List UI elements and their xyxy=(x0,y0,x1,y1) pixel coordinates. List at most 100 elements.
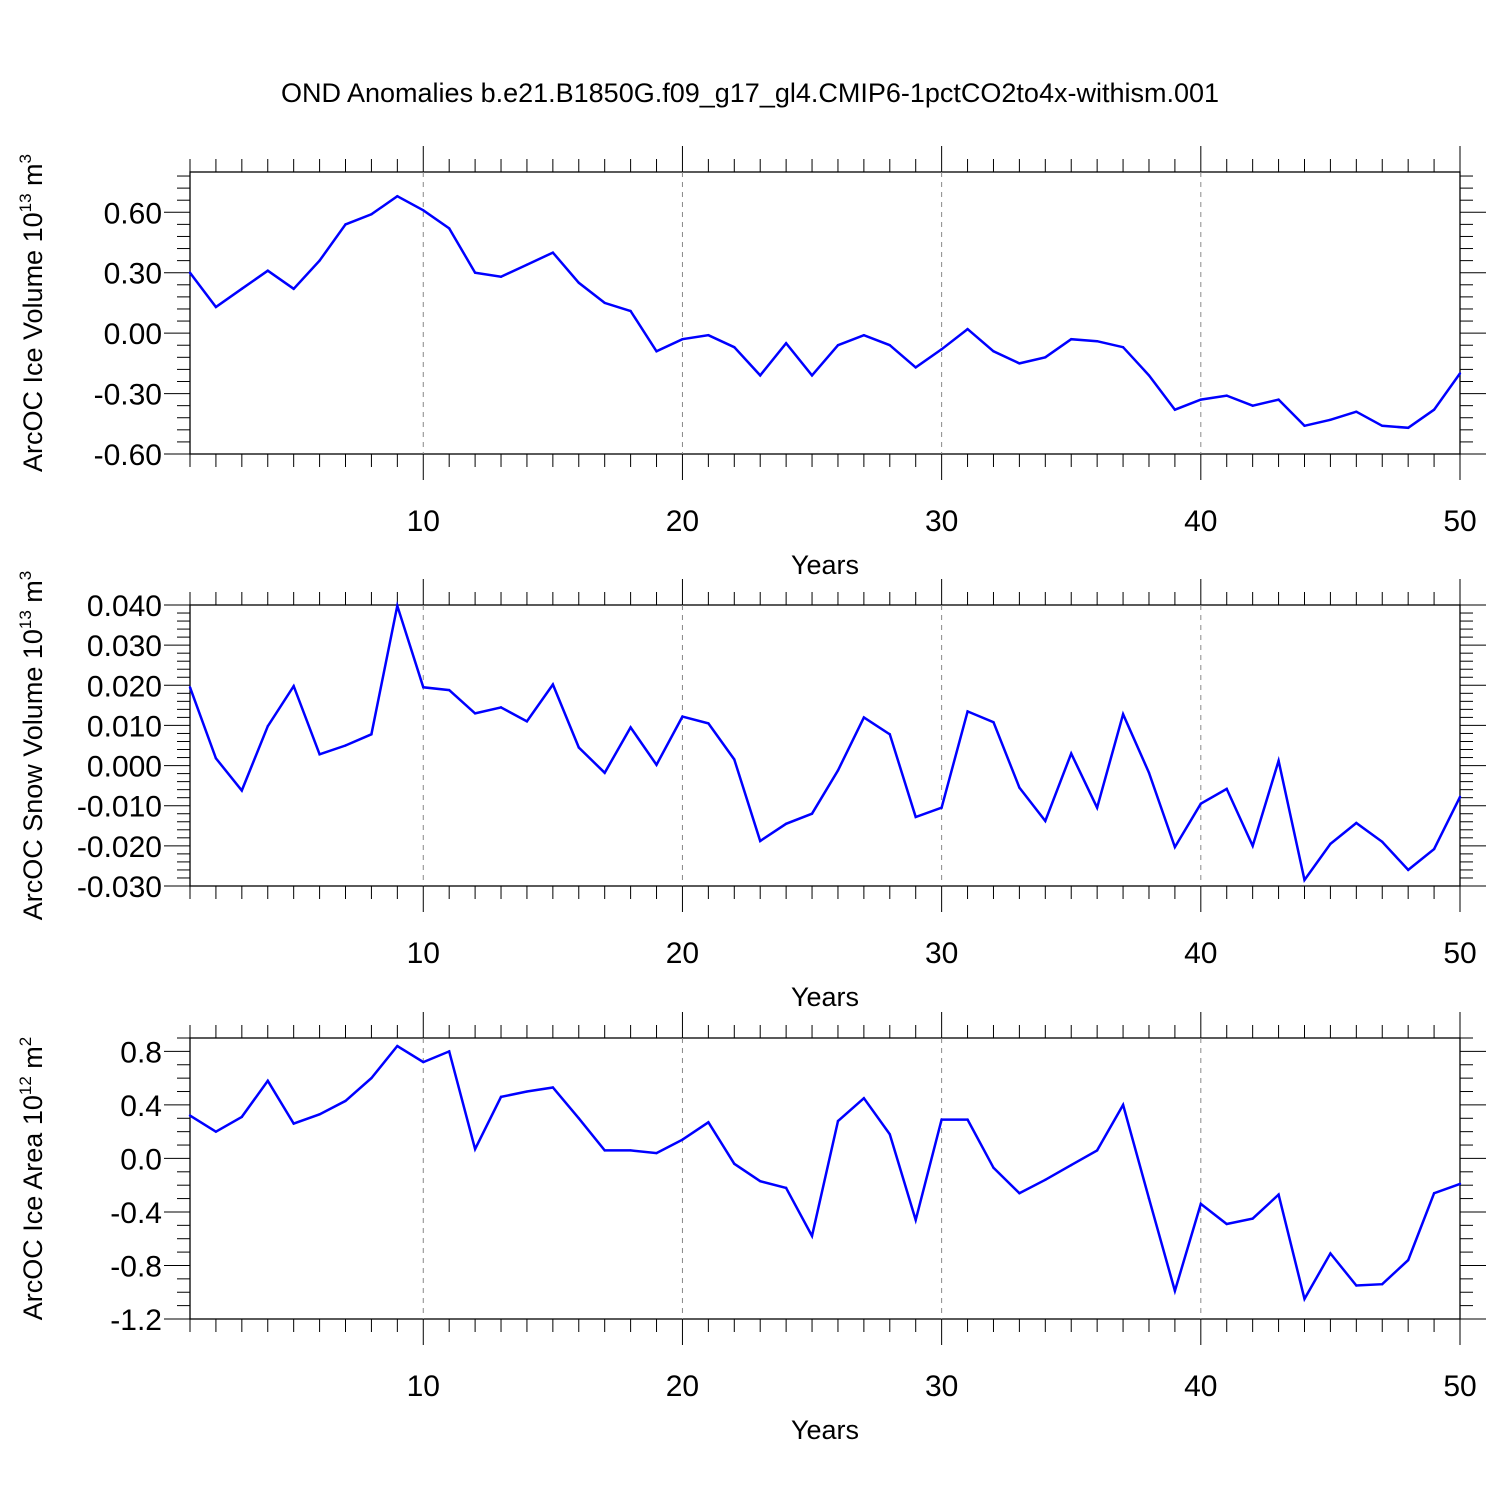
data-point xyxy=(525,720,529,723)
y-tick-label: -0.030 xyxy=(77,871,162,904)
data-point xyxy=(1329,1252,1332,1255)
data-point xyxy=(810,1234,814,1238)
data-point xyxy=(1018,362,1021,365)
data-point xyxy=(1147,374,1151,377)
data-point xyxy=(1018,786,1021,789)
data-point xyxy=(188,686,192,689)
data-point xyxy=(292,684,295,688)
x-tick-label: 20 xyxy=(666,937,699,970)
plot-frame xyxy=(189,171,1461,455)
data-point xyxy=(525,263,529,266)
data-point xyxy=(914,1218,917,1222)
data-series-line xyxy=(189,194,1462,430)
data-point xyxy=(318,259,321,262)
y-tick-label: 0.020 xyxy=(87,670,162,703)
y-tick-label: 0.00 xyxy=(104,318,162,351)
data-point xyxy=(370,213,373,216)
data-point xyxy=(214,1130,218,1133)
data-point xyxy=(966,710,969,713)
data-point xyxy=(1303,1297,1306,1301)
data-point xyxy=(707,722,710,725)
data-point xyxy=(1406,426,1410,430)
data-point xyxy=(1095,806,1099,809)
data-point xyxy=(759,374,762,377)
data-point xyxy=(422,686,425,689)
data-point xyxy=(836,769,840,772)
data-point xyxy=(603,301,606,305)
y-tick-label: 0.040 xyxy=(87,590,162,623)
data-point xyxy=(473,271,477,274)
data-point xyxy=(888,1133,891,1136)
data-point xyxy=(733,346,736,349)
x-tick-label: 10 xyxy=(407,937,440,970)
x-tick-label: 30 xyxy=(925,937,958,970)
data-point xyxy=(499,275,503,278)
data-point xyxy=(396,1044,399,1048)
data-point xyxy=(344,1099,347,1103)
data-point xyxy=(940,806,943,809)
data-point xyxy=(759,1179,762,1183)
data-point xyxy=(1044,1178,1047,1182)
y-tick-label: -0.60 xyxy=(94,439,162,472)
data-point xyxy=(1458,372,1462,375)
data-point xyxy=(1458,795,1462,799)
data-point xyxy=(810,812,814,815)
data-point xyxy=(914,815,917,819)
data-point xyxy=(655,350,658,353)
x-tick-label: 10 xyxy=(407,505,440,538)
y-tick-label: -0.010 xyxy=(77,791,162,824)
data-series-line xyxy=(188,600,1462,884)
y-tick-label: -0.30 xyxy=(94,379,162,412)
data-point xyxy=(1018,1192,1021,1195)
x-tick-label: 20 xyxy=(666,505,699,538)
data-point xyxy=(1147,1197,1151,1200)
data-point xyxy=(836,1119,840,1123)
data-point xyxy=(1432,1192,1436,1195)
data-point xyxy=(681,715,684,718)
data-point xyxy=(1381,840,1384,844)
data-point xyxy=(655,1151,658,1155)
x-tick-label: 10 xyxy=(407,1370,440,1403)
data-point xyxy=(992,350,995,353)
y-tick-label: -0.4 xyxy=(110,1197,162,1230)
data-point xyxy=(1095,1149,1099,1152)
x-axis-title: Years xyxy=(791,550,859,580)
y-tick-label: 0.010 xyxy=(87,710,162,743)
y-tick-label: 0.030 xyxy=(87,630,162,663)
data-point xyxy=(784,1186,788,1190)
data-point xyxy=(1277,1193,1280,1196)
data-point xyxy=(1070,752,1073,755)
data-point xyxy=(1121,1103,1125,1107)
data-point xyxy=(318,753,321,756)
data-point xyxy=(1303,878,1306,882)
x-tick-label: 30 xyxy=(925,505,958,538)
data-point xyxy=(292,1122,295,1125)
data-point xyxy=(1199,398,1203,401)
data-point xyxy=(1044,819,1047,823)
x-tick-label: 30 xyxy=(925,1370,958,1403)
data-point xyxy=(1199,1202,1203,1206)
data-point xyxy=(1199,802,1203,805)
data-point xyxy=(1277,398,1280,401)
y-tick-label: 0.60 xyxy=(104,197,162,230)
y-tick-label: 0.000 xyxy=(87,751,162,784)
data-point xyxy=(577,281,580,284)
data-point xyxy=(1329,842,1332,846)
data-point xyxy=(784,342,788,345)
data-point xyxy=(1277,759,1280,762)
plot-frame xyxy=(189,604,1461,887)
data-point xyxy=(603,771,606,774)
data-point xyxy=(318,1113,321,1116)
x-axis-title: Years xyxy=(791,1415,859,1445)
data-point xyxy=(214,757,218,760)
data-point xyxy=(1458,1182,1462,1186)
data-point xyxy=(629,1149,632,1152)
data-point xyxy=(681,337,684,341)
data-point xyxy=(551,683,555,686)
y-axis-title: ArcOC Ice Area 1012 m2 xyxy=(16,1037,48,1321)
data-point xyxy=(370,733,373,736)
data-point xyxy=(992,1166,995,1169)
data-point xyxy=(1406,868,1410,872)
data-point xyxy=(422,209,425,212)
data-point xyxy=(1173,1289,1177,1293)
